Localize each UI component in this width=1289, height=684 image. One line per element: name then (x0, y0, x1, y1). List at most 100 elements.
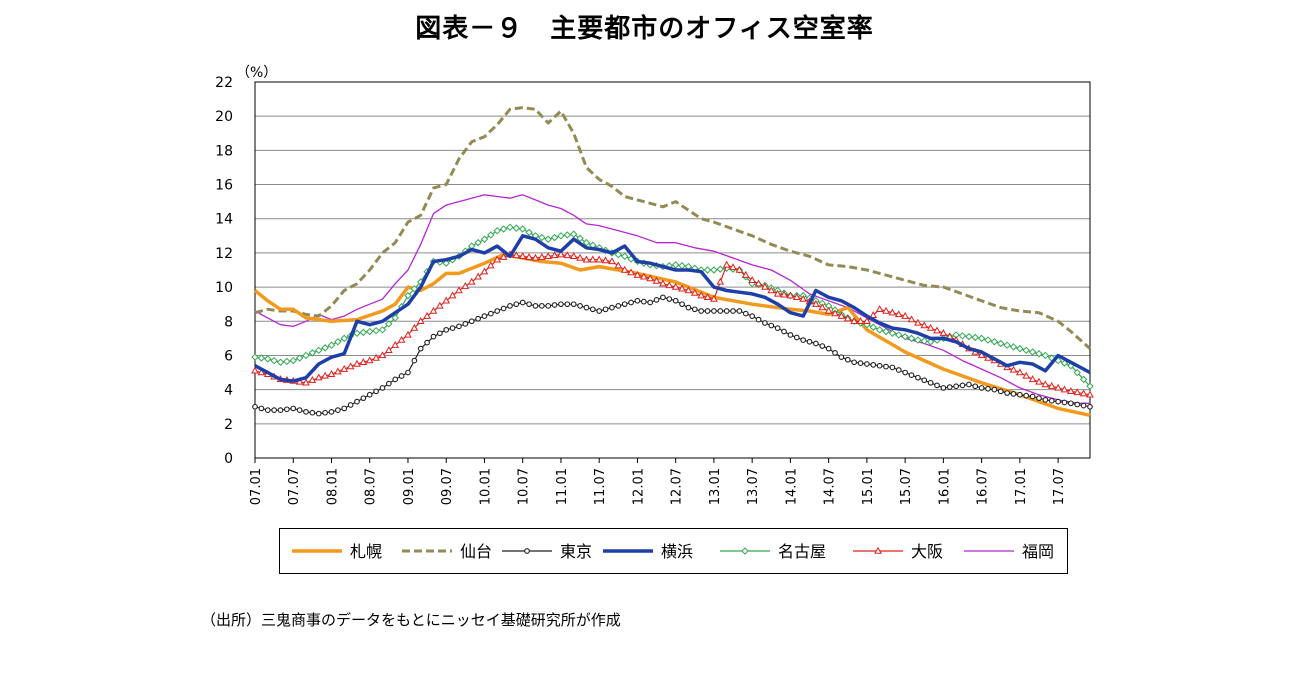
data-point (321, 371, 329, 379)
data-point (991, 386, 998, 393)
data-point (442, 296, 451, 304)
data-point (506, 223, 514, 231)
data-point (1035, 350, 1043, 358)
data-point (417, 345, 424, 352)
data-point (290, 405, 297, 412)
data-point (843, 314, 852, 322)
data-point (710, 266, 718, 274)
data-point (532, 303, 539, 309)
data-point (966, 381, 972, 388)
data-point (570, 301, 577, 308)
data-point (1067, 387, 1075, 395)
data-point (303, 409, 309, 415)
data-point (252, 403, 258, 410)
data-point (480, 267, 489, 275)
data-point (652, 276, 661, 284)
data-point (684, 286, 693, 294)
data-point (730, 308, 736, 314)
data-point (569, 252, 578, 260)
data-point (558, 301, 564, 308)
data-point (456, 323, 462, 330)
data-point (806, 338, 813, 345)
data-point (564, 301, 571, 308)
data-point (385, 346, 393, 354)
data-point (870, 362, 877, 368)
data-point (926, 323, 935, 331)
data-point (646, 274, 655, 282)
data-point (972, 383, 979, 390)
data-point (748, 276, 757, 283)
data-point (334, 367, 342, 375)
data-point (397, 335, 406, 343)
chart-title: 図表－９ 主要都市のオフィス空室率 (415, 14, 874, 44)
data-point (895, 367, 902, 373)
data-point (474, 272, 482, 280)
data-point (703, 266, 712, 274)
data-point (271, 407, 277, 413)
data-point (851, 359, 857, 366)
data-point (754, 279, 763, 287)
data-point (289, 356, 297, 365)
data-point (405, 369, 411, 376)
data-point (875, 305, 884, 313)
data-point (410, 323, 419, 331)
data-point (386, 380, 392, 387)
data-point (602, 306, 609, 313)
data-point (449, 325, 456, 331)
data-point (1022, 371, 1031, 379)
legend-label: 東京 (560, 542, 592, 561)
data-point (302, 351, 310, 360)
data-point (914, 336, 922, 344)
data-point (888, 308, 897, 316)
data-point (518, 225, 527, 233)
legend-item-横浜: 横浜 (603, 542, 693, 561)
y-tick-label: 2 (224, 417, 233, 433)
data-point (620, 252, 629, 261)
series-横浜 (254, 234, 1091, 383)
data-point (997, 339, 1005, 348)
data-point (977, 334, 986, 343)
data-point (1048, 397, 1055, 404)
x-tick-label: 07.01 (249, 468, 264, 505)
data-point (354, 398, 360, 405)
series-line (254, 234, 1091, 383)
data-point (844, 356, 851, 363)
data-point (468, 318, 475, 325)
data-point (335, 407, 341, 413)
data-point (366, 391, 373, 398)
data-point (704, 308, 711, 314)
data-point (373, 388, 379, 395)
legend-graphic: 札幌 仙台 東京 横浜 名古屋 大阪 福岡 (292, 542, 1054, 561)
data-point (818, 303, 827, 311)
data-point (1028, 375, 1037, 383)
data-point (1079, 389, 1088, 397)
data-point (462, 320, 469, 327)
data-point (933, 326, 941, 334)
data-point (295, 354, 304, 362)
x-tick-label: 16.01 (937, 468, 952, 505)
data-point (773, 289, 782, 297)
data-point (360, 395, 367, 402)
data-point (435, 301, 444, 309)
data-point (710, 294, 718, 302)
data-point (359, 328, 368, 337)
data-point (500, 305, 507, 312)
data-point (837, 311, 846, 319)
data-point (487, 231, 495, 239)
series-line (254, 106, 1092, 350)
data-point (257, 354, 266, 362)
data-point (927, 379, 934, 386)
x-tick-label: 15.07 (899, 468, 914, 505)
data-point (538, 233, 546, 242)
data-point (915, 374, 921, 381)
data-point (448, 291, 457, 299)
data-point (895, 331, 903, 339)
data-point (679, 301, 685, 308)
data-point (264, 407, 271, 413)
data-point (633, 270, 642, 278)
x-tick-label: 10.01 (478, 468, 493, 505)
data-point (404, 291, 412, 300)
data-point (309, 409, 316, 416)
data-point (525, 228, 533, 237)
data-point (660, 294, 666, 301)
